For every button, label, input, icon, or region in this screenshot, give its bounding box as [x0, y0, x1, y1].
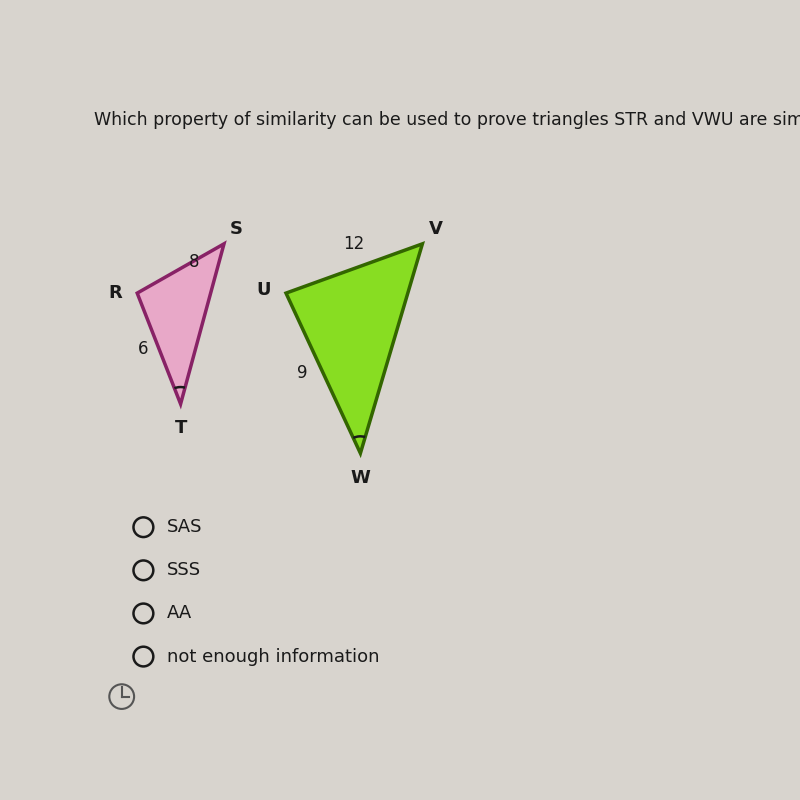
Text: Which property of similarity can be used to prove triangles STR and VWU are simi: Which property of similarity can be used… — [94, 111, 800, 130]
Text: not enough information: not enough information — [167, 647, 379, 666]
Text: SAS: SAS — [167, 518, 202, 536]
Text: SSS: SSS — [167, 562, 201, 579]
Text: T: T — [174, 419, 186, 438]
Text: 9: 9 — [298, 364, 308, 382]
Text: 6: 6 — [138, 339, 149, 358]
Text: V: V — [429, 220, 442, 238]
Text: S: S — [230, 220, 243, 238]
Polygon shape — [286, 244, 422, 454]
Polygon shape — [138, 244, 224, 404]
Text: 8: 8 — [189, 254, 199, 271]
Text: 12: 12 — [343, 235, 365, 253]
Text: W: W — [350, 469, 370, 486]
Text: U: U — [256, 281, 270, 299]
Text: AA: AA — [167, 605, 192, 622]
Text: R: R — [108, 284, 122, 302]
